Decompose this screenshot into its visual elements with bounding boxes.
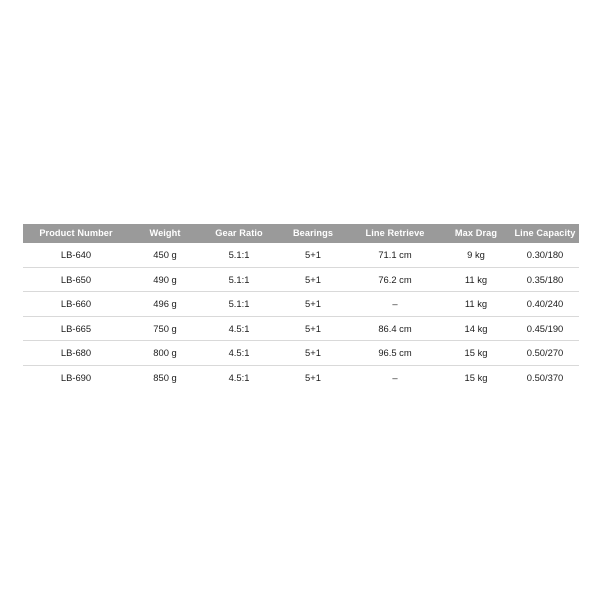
cell-line-capacity: 0.35/180 bbox=[511, 267, 579, 292]
cell-max-drag: 11 kg bbox=[441, 267, 511, 292]
cell-line-capacity: 0.30/180 bbox=[511, 243, 579, 268]
cell-line-capacity: 0.45/190 bbox=[511, 316, 579, 341]
cell-weight: 750 g bbox=[129, 316, 201, 341]
table-body: LB-640 450 g 5.1:1 5+1 71.1 cm 9 kg 0.30/180 LB… bbox=[23, 243, 579, 389]
cell-max-drag: 15 kg bbox=[464, 371, 488, 383]
cell-product-number: LB-690 bbox=[60, 371, 92, 383]
table-row: LB-650 490 g 5.1:1 5+1 76.2 cm 11 kg 0.35/180 bbox=[23, 267, 579, 292]
cell-gear-ratio: 5.1:1 bbox=[201, 291, 277, 317]
cell-line-retrieve: 86.4 cm bbox=[349, 316, 441, 341]
column-header-product-number[interactable]: Product Number bbox=[23, 224, 129, 243]
cell-line-retrieve: 71.1 cm bbox=[349, 243, 441, 268]
cell-bearings: 5+1 bbox=[277, 267, 349, 292]
column-header-line-capacity[interactable]: Line Capacity bbox=[511, 224, 579, 243]
cell-bearings: 5+1 bbox=[277, 291, 349, 317]
column-header-line-retrieve[interactable]: Line Retrieve bbox=[349, 224, 441, 243]
cell-weight: 850 g bbox=[153, 371, 177, 383]
cell-gear-ratio: 5.1:1 bbox=[201, 267, 277, 292]
table-row: LB-680 800 g 4.5:1 5+1 96.5 cm 15 kg 0.50/270 bbox=[23, 340, 579, 366]
cell-line-retrieve: 96.5 cm bbox=[349, 340, 441, 366]
cell-bearings: 5+1 bbox=[277, 316, 349, 341]
column-header-max-drag[interactable]: Max Drag bbox=[441, 224, 511, 243]
cell-weight: 450 g bbox=[129, 243, 201, 268]
table-row: LB-660 496 g 5.1:1 5+1–11 kg 0.40/240 bbox=[23, 291, 579, 317]
cell-product-number: LB-680 bbox=[23, 340, 129, 366]
cell-weight: 496 g bbox=[129, 291, 201, 317]
cell-line-retrieve: – bbox=[349, 291, 441, 317]
cell-line-retrieve: 76.2 cm bbox=[349, 267, 441, 292]
cell-weight: 490 g bbox=[129, 267, 201, 292]
cell-max-drag: 15 kg bbox=[441, 340, 511, 366]
table-row: LB-640 450 g 5.1:1 5+1 71.1 cm 9 kg 0.30/180 bbox=[23, 243, 579, 268]
spec-table-container: Product Number Weight Gear Ratio Bearings Li… bbox=[23, 224, 579, 389]
header-row: Product Number Weight Gear Ratio Bearings Li… bbox=[23, 224, 579, 243]
table-row: LB-690 850 g 4.5:1 5+1 – 15 kg 0.50/370 bbox=[23, 365, 579, 389]
cell-max-drag: 14 kg bbox=[441, 316, 511, 341]
column-header-bearings[interactable]: Bearings bbox=[277, 224, 349, 243]
cell-bearings: 5+1 bbox=[305, 371, 321, 383]
cell-max-drag: 11 kg bbox=[441, 291, 511, 317]
product-specification-table: Product Number Weight Gear Ratio Bearings Li… bbox=[23, 224, 579, 389]
cell-product-number: LB-665 bbox=[23, 316, 129, 341]
cell-gear-ratio: 4.5:1 bbox=[201, 316, 277, 341]
cell-product-number: LB-640 bbox=[23, 243, 129, 268]
cell-bearings: 5+1 bbox=[277, 243, 349, 268]
column-header-gear-ratio[interactable]: Gear Ratio bbox=[201, 224, 277, 243]
column-header-weight[interactable]: Weight bbox=[129, 224, 201, 243]
cell-gear-ratio: 5.1:1 bbox=[201, 243, 277, 268]
table-header: Product Number Weight Gear Ratio Bearings Li… bbox=[23, 224, 579, 243]
cell-weight: 800 g bbox=[129, 340, 201, 366]
cell-max-drag: 9 kg bbox=[441, 243, 511, 268]
cell-bearings: 5+1 bbox=[277, 340, 349, 366]
cell-product-number: LB-650 bbox=[23, 267, 129, 292]
table-row: LB-665 750 g 4.5:1 5+1 86.4 cm 14 kg 0.45/190 bbox=[23, 316, 579, 341]
cell-line-capacity: 0.40/240 bbox=[511, 291, 579, 317]
cell-line-capacity: 0.50/370 bbox=[526, 371, 564, 383]
cell-gear-ratio: 4.5:1 bbox=[228, 371, 250, 383]
cell-product-number: LB-660 bbox=[23, 291, 129, 317]
cell-line-capacity: 0.50/270 bbox=[511, 340, 579, 366]
cell-gear-ratio: 4.5:1 bbox=[201, 340, 277, 366]
cell-line-retrieve: – bbox=[392, 371, 398, 383]
